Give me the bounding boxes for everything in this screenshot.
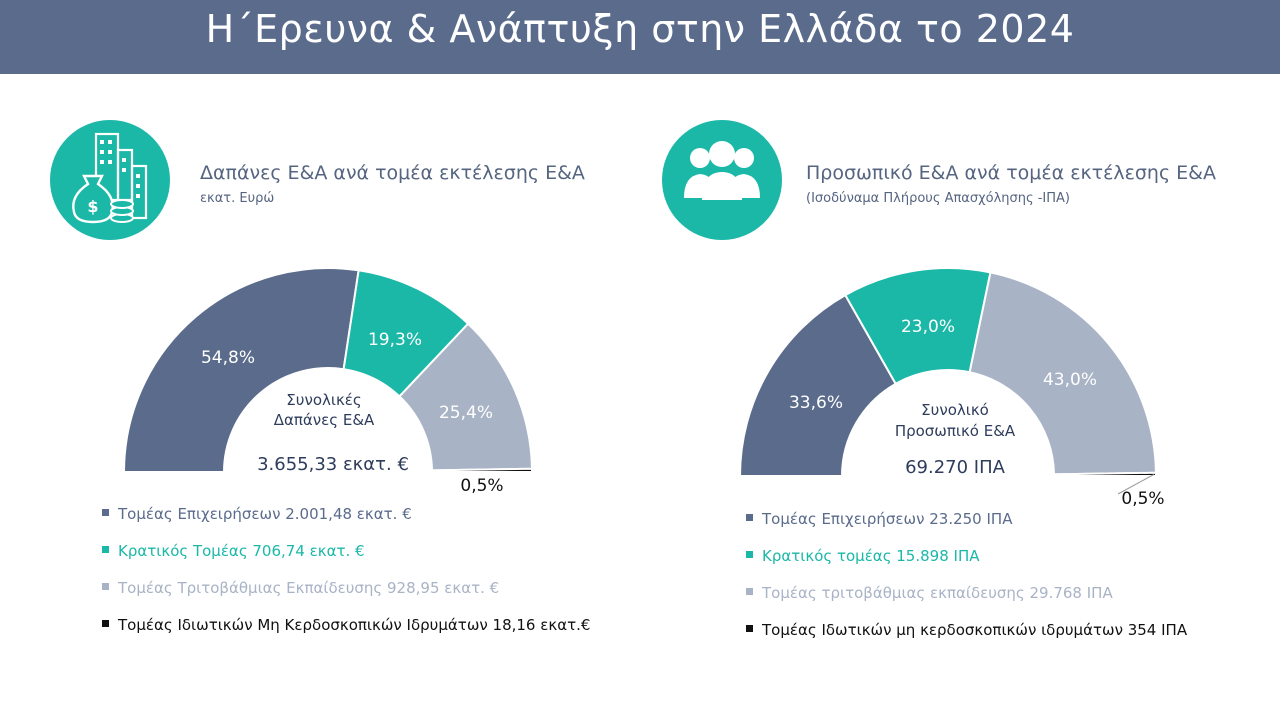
legend-swatch: [746, 514, 753, 521]
left-panel-subtitle: εκατ. Ευρώ: [200, 191, 275, 206]
people-group-icon: [662, 120, 782, 240]
donut-segment: [430, 467, 534, 473]
leader-line: [1117, 473, 1155, 495]
money-bag-city-icon: $: [50, 120, 170, 240]
legend-label: Τομέας τριτοβάθμιας εκπαίδευσης 29.768 Ι…: [762, 584, 1113, 602]
left-center-total: 3.655,33 εκατ. €: [257, 454, 409, 475]
legend-item: Τομέας Επιχειρήσεων 2.001,48 εκατ. €: [102, 505, 412, 523]
legend-swatch: [746, 551, 753, 558]
right-panel-subtitle: (Ισοδύναμα Πλήρους Απασχόλησης -ΙΠΑ): [806, 191, 1071, 206]
data-label: 19,3%: [368, 330, 422, 350]
legend-label: Τομέας Τριτοβάθμιας Εκπαίδευσης 928,95 ε…: [118, 579, 500, 597]
right-panel-title: Προσωπικό Ε&Α ανά τομέα εκτέλεσης Ε&Α: [806, 162, 1216, 184]
svg-text:$: $: [87, 197, 98, 216]
right-center-labels: Συνολικό Προσωπικό Ε&Α 69.270 ΙΠΑ: [895, 401, 1016, 478]
right-center-label-line2: Προσωπικό Ε&Α: [895, 422, 1016, 440]
legend-item: Τομέας τριτοβάθμιας εκπαίδευσης 29.768 Ι…: [746, 584, 1113, 602]
legend-item: Τομέας Ιδωτικών μη κερδοσκοπικών ιδρυμάτ…: [746, 621, 1187, 639]
legend-swatch: [746, 625, 753, 632]
legend-item: Τομέας Επιχειρήσεων 23.250 ΙΠΑ: [746, 510, 1012, 528]
data-label: 0,5%: [1121, 489, 1164, 509]
legend-label: Τομέας Ιδωτικών μη κερδοσκοπικών ιδρυμάτ…: [762, 621, 1188, 639]
page-header: Η΄Ερευνα & Ανάπτυξη στην Ελλάδα το 2024: [0, 0, 1280, 74]
data-label: 0,5%: [460, 476, 503, 496]
legend-swatch: [102, 546, 109, 553]
donut-segment: [1052, 471, 1158, 477]
legend-swatch: [102, 583, 109, 590]
data-label: 33,6%: [789, 393, 843, 413]
legend-swatch: [102, 620, 109, 627]
legend-item: Κρατικός τομέας 15.898 ΙΠΑ: [746, 547, 979, 565]
left-center-label-line1: Συνολικές: [286, 391, 361, 409]
right-center-total: 69.270 ΙΠΑ: [905, 457, 1006, 478]
legend-label: Τομέας Ιδιωτικών Μη Κερδοσκοπικών Ιδρυμά…: [118, 616, 591, 634]
right-center-label-line1: Συνολικό: [921, 401, 989, 419]
data-label: 43,0%: [1043, 370, 1097, 390]
rd-personnel-donut-chart: 33,6% 23,0% 43,0% 0,5%: [738, 267, 1165, 509]
left-center-labels: Συνολικές Δαπάνες Ε&Α 3.655,33 εκατ. €: [257, 391, 409, 475]
legend-swatch: [746, 588, 753, 595]
rd-expenditure-donut-chart: 54,8% 19,3% 25,4% 0,5%: [122, 267, 534, 496]
page-title: Η΄Ερευνα & Ανάπτυξη στην Ελλάδα το 2024: [205, 7, 1075, 51]
donut-segment: [122, 267, 360, 473]
legend-item: Τομέας Τριτοβάθμιας Εκπαίδευσης 928,95 ε…: [102, 579, 499, 597]
data-label: 23,0%: [901, 317, 955, 337]
legend-label: Τομέας Επιχειρήσεων 2.001,48 εκατ. €: [118, 505, 412, 523]
donut-segment: [968, 271, 1157, 476]
donut-segment: [738, 293, 898, 477]
legend-label: Κρατικός Τομέας 706,74 εκατ. €: [118, 542, 365, 560]
legend-item: Κρατικός Τομέας 706,74 εκατ. €: [102, 542, 365, 560]
legend-label: Τομέας Επιχειρήσεων 23.250 ΙΠΑ: [762, 510, 1013, 528]
legend-label: Κρατικός τομέας 15.898 ΙΠΑ: [762, 547, 980, 565]
left-center-label-line2: Δαπάνες Ε&Α: [274, 411, 375, 429]
legend-item: Τομέας Ιδιωτικών Μη Κερδοσκοπικών Ιδρυμά…: [102, 616, 590, 634]
legend-swatch: [102, 509, 109, 516]
left-panel-title: Δαπάνες Ε&Α ανά τομέα εκτέλεσης Ε&Α: [200, 162, 585, 184]
data-label: 25,4%: [439, 403, 493, 423]
data-label: 54,8%: [201, 348, 255, 368]
